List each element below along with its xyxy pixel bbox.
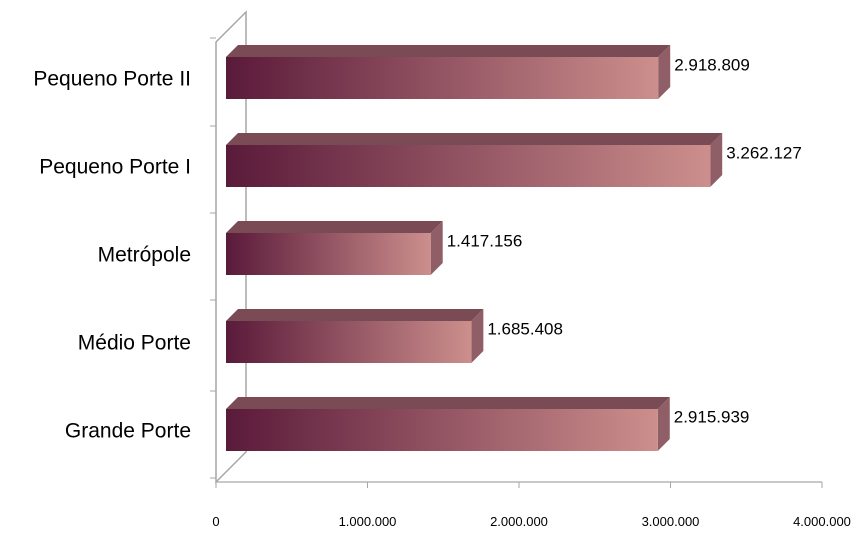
bar-value-label: 2.918.809 [674, 55, 750, 74]
bar-value-label: 3.262.127 [726, 143, 802, 162]
bar-top-face [226, 309, 484, 321]
category-label: Pequeno Porte I [39, 156, 191, 179]
bar [226, 221, 443, 275]
category-label: Médio Porte [78, 332, 191, 355]
x-tick-label: 4.000.000 [793, 514, 851, 529]
bar [226, 45, 671, 99]
x-tick-label: 1.000.000 [339, 514, 397, 529]
category-labels: Pequeno Porte II Pequeno Porte I Metrópole… [33, 68, 191, 443]
bar-value-label: 1.417.156 [447, 231, 523, 250]
bar [226, 309, 484, 363]
bar-top-face [226, 133, 723, 145]
bar-top-face [226, 221, 443, 233]
x-axis: 0 1.000.000 2.000.000 3.000.000 4.000.000 [212, 481, 851, 529]
bar-front-face [226, 145, 711, 187]
bar-front-face [226, 321, 472, 363]
x-tick-label: 2.000.000 [490, 514, 548, 529]
bar-front-face [226, 409, 658, 451]
bar-top-face [226, 45, 671, 57]
category-label: Pequeno Porte II [33, 68, 191, 91]
bar-side-face [658, 45, 671, 99]
bar [226, 133, 723, 187]
bar-value-label: 2.915.939 [674, 407, 750, 426]
bar-front-face [226, 57, 659, 99]
bar-side-face [657, 397, 670, 451]
bar [226, 397, 670, 451]
x-tick-label: 3.000.000 [642, 514, 700, 529]
bar-value-label: 1.685.408 [487, 319, 563, 338]
bar-side-face [430, 221, 443, 275]
bar-side-face [710, 133, 723, 187]
category-label: Metrópole [98, 244, 191, 267]
bar-front-face [226, 233, 431, 275]
bar-side-face [471, 309, 484, 363]
x-tick-label: 0 [212, 514, 219, 529]
bar-top-face [226, 397, 670, 409]
bars-group: 2.918.809 3.262.127 1.417.156 1.685.408 2.91… [226, 45, 802, 451]
category-label: Grande Porte [65, 420, 191, 443]
